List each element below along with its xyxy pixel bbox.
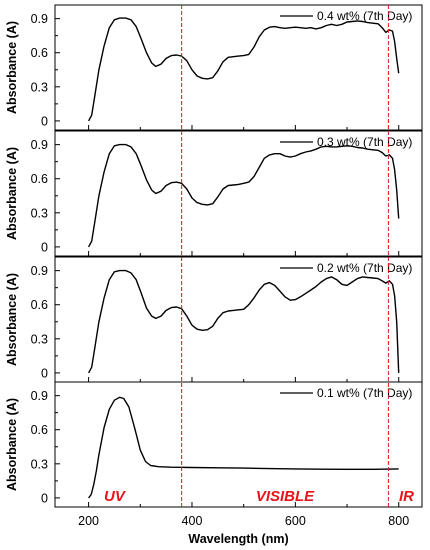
panels-group: 0 0.3 0.6 0.9 Absorbance (A) 0.4 wt% (7th Day… (5, 4, 423, 508)
legend-entry: 0.2 wt% (7th Day) (317, 261, 412, 275)
panel-frame (54, 4, 423, 131)
region-labels-group: UV VISIBLE IR (104, 488, 414, 505)
x-tick-label: 200 (78, 514, 99, 528)
y-tick-label: 0.6 (31, 46, 48, 60)
panel-1: 0 0.3 0.6 0.9 Absorbance (A) 0.4 wt% (7th Day… (5, 4, 423, 131)
y-tick-label: 0 (41, 366, 48, 380)
y-tick-label: 0.9 (31, 12, 48, 26)
series-line (87, 269, 400, 374)
legend-entry: 0.4 wt% (7th Day) (317, 9, 412, 23)
y-tick-label: 0 (41, 240, 48, 254)
region-label: UV (104, 488, 127, 505)
x-tick-label: 800 (388, 514, 409, 528)
y-tick-label: 0.9 (31, 138, 48, 152)
legend-entry: 0.3 wt% (7th Day) (317, 135, 412, 149)
panel-3: 0 0.3 0.6 0.9 Absorbance (A) 0.2 wt% (7th Day… (5, 256, 423, 383)
y-tick-label: 0.9 (31, 389, 48, 403)
panel-frame (54, 381, 423, 508)
legend-entry: 0.1 wt% (7th Day) (317, 386, 412, 400)
y-tick-label: 0.3 (31, 80, 48, 94)
region-label: IR (399, 488, 414, 505)
y-tick-label: 0.6 (31, 298, 48, 312)
y-axis-title: Absorbance (A) (5, 21, 19, 114)
y-tick-label: 0.3 (31, 332, 48, 346)
panel-frame (54, 256, 423, 383)
panel-2: 0 0.3 0.6 0.9 Absorbance (A) 0.3 wt% (7th Day… (5, 130, 423, 257)
x-axis-group: 200 400 600 800 (78, 514, 409, 528)
x-axis-title: Wavelength (nm) (188, 532, 288, 546)
y-axis-title: Absorbance (A) (5, 398, 19, 491)
series-line (87, 17, 400, 122)
y-tick-label: 0 (41, 114, 48, 128)
series-line (87, 143, 400, 248)
x-tick-label: 600 (285, 514, 306, 528)
y-tick-label: 0.6 (31, 172, 48, 186)
region-label: VISIBLE (256, 488, 315, 505)
y-tick-label: 0.3 (31, 457, 48, 471)
x-tick-label: 400 (182, 514, 203, 528)
y-tick-label: 0.6 (31, 423, 48, 437)
panel-frame (54, 130, 423, 257)
series-line (88, 396, 399, 499)
y-axis-title: Absorbance (A) (5, 273, 19, 366)
y-axis-title: Absorbance (A) (5, 147, 19, 240)
y-tick-label: 0.3 (31, 206, 48, 220)
panel-4: 0 0.3 0.6 0.9 Absorbance (A) 0.1 wt% (7th Day… (5, 381, 423, 508)
y-tick-label: 0 (41, 491, 48, 505)
y-tick-label: 0.9 (31, 264, 48, 278)
